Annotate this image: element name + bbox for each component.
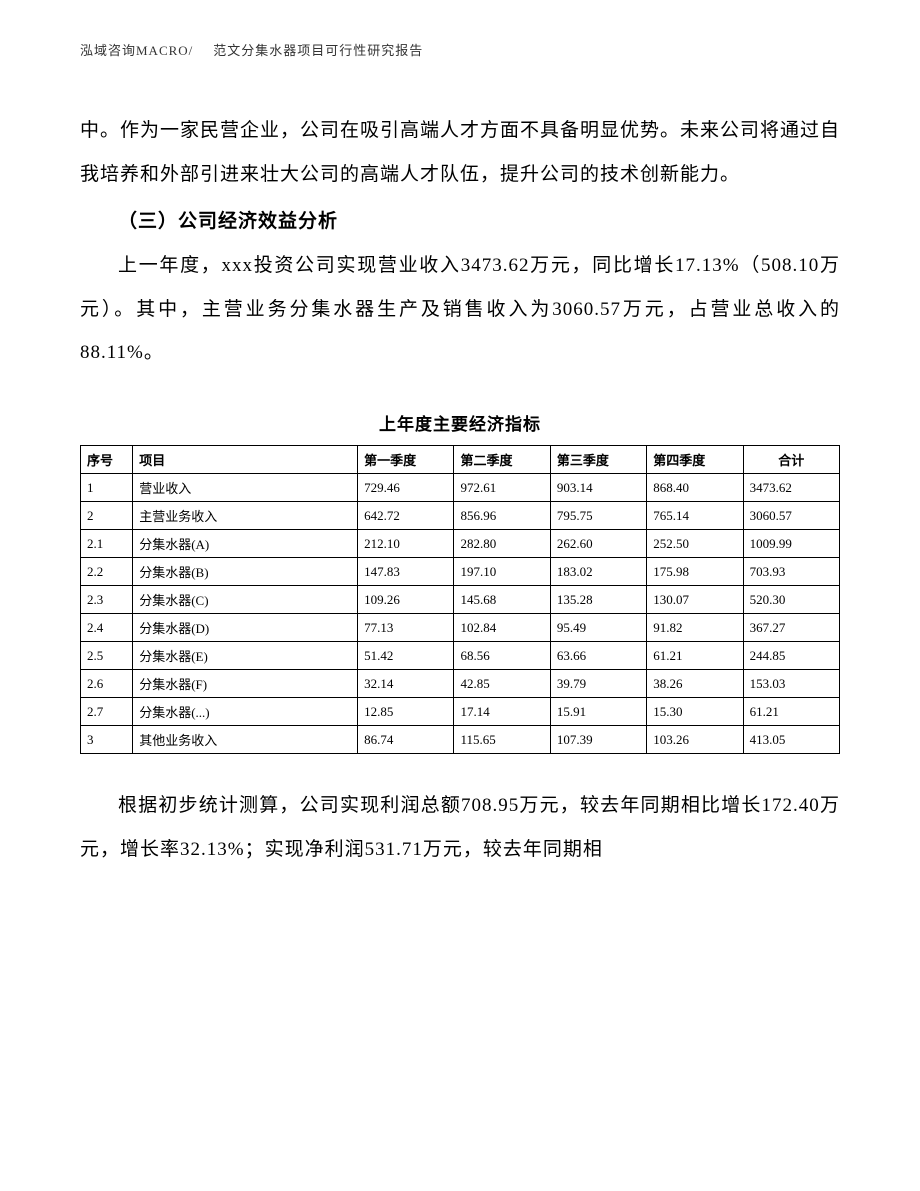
cell-q1: 32.14 <box>358 670 454 698</box>
cell-q3: 135.28 <box>550 586 646 614</box>
table-row: 3 其他业务收入 86.74 115.65 107.39 103.26 413.… <box>81 726 840 754</box>
cell-seq: 2.2 <box>81 558 133 586</box>
cell-q4: 868.40 <box>647 474 743 502</box>
cell-item: 营业收入 <box>133 474 358 502</box>
table-row: 2.2 分集水器(B) 147.83 197.10 183.02 175.98 … <box>81 558 840 586</box>
table-row: 2.3 分集水器(C) 109.26 145.68 135.28 130.07 … <box>81 586 840 614</box>
cell-total: 3060.57 <box>743 502 839 530</box>
th-item: 项目 <box>133 446 358 474</box>
cell-q1: 51.42 <box>358 642 454 670</box>
cell-q1: 642.72 <box>358 502 454 530</box>
cell-q4: 130.07 <box>647 586 743 614</box>
cell-q4: 15.30 <box>647 698 743 726</box>
cell-total: 703.93 <box>743 558 839 586</box>
cell-q4: 103.26 <box>647 726 743 754</box>
cell-q3: 107.39 <box>550 726 646 754</box>
cell-q3: 15.91 <box>550 698 646 726</box>
cell-q2: 42.85 <box>454 670 550 698</box>
paragraph-1: 中。作为一家民营企业，公司在吸引高端人才方面不具备明显优势。未来公司将通过自我培… <box>80 109 840 196</box>
header-title: 范文分集水器项目可行性研究报告 <box>213 43 423 58</box>
cell-q4: 252.50 <box>647 530 743 558</box>
page-container: 泓域咨询MACRO/范文分集水器项目可行性研究报告 中。作为一家民营企业，公司在… <box>0 0 920 912</box>
cell-total: 367.27 <box>743 614 839 642</box>
cell-q3: 63.66 <box>550 642 646 670</box>
cell-q3: 183.02 <box>550 558 646 586</box>
cell-q2: 17.14 <box>454 698 550 726</box>
cell-q2: 68.56 <box>454 642 550 670</box>
cell-seq: 1 <box>81 474 133 502</box>
cell-q2: 102.84 <box>454 614 550 642</box>
cell-q3: 795.75 <box>550 502 646 530</box>
page-header: 泓域咨询MACRO/范文分集水器项目可行性研究报告 <box>80 40 840 59</box>
cell-seq: 2.1 <box>81 530 133 558</box>
cell-q4: 175.98 <box>647 558 743 586</box>
cell-item: 分集水器(D) <box>133 614 358 642</box>
cell-q4: 38.26 <box>647 670 743 698</box>
table-row: 2.1 分集水器(A) 212.10 282.80 262.60 252.50 … <box>81 530 840 558</box>
cell-seq: 2.7 <box>81 698 133 726</box>
cell-seq: 2.5 <box>81 642 133 670</box>
cell-q4: 91.82 <box>647 614 743 642</box>
cell-total: 3473.62 <box>743 474 839 502</box>
cell-q2: 197.10 <box>454 558 550 586</box>
cell-q2: 972.61 <box>454 474 550 502</box>
th-q2: 第二季度 <box>454 446 550 474</box>
table-row: 2 主营业务收入 642.72 856.96 795.75 765.14 306… <box>81 502 840 530</box>
cell-item: 分集水器(C) <box>133 586 358 614</box>
table-row: 1 营业收入 729.46 972.61 903.14 868.40 3473.… <box>81 474 840 502</box>
cell-seq: 3 <box>81 726 133 754</box>
cell-q3: 903.14 <box>550 474 646 502</box>
cell-seq: 2.6 <box>81 670 133 698</box>
cell-seq: 2 <box>81 502 133 530</box>
cell-q2: 856.96 <box>454 502 550 530</box>
cell-q1: 729.46 <box>358 474 454 502</box>
table-title: 上年度主要经济指标 <box>80 410 840 435</box>
th-total: 合计 <box>743 446 839 474</box>
table-body: 1 营业收入 729.46 972.61 903.14 868.40 3473.… <box>81 474 840 754</box>
cell-item: 其他业务收入 <box>133 726 358 754</box>
cell-item: 分集水器(A) <box>133 530 358 558</box>
economic-indicators-table: 序号 项目 第一季度 第二季度 第三季度 第四季度 合计 1 营业收入 729.… <box>80 445 840 754</box>
cell-seq: 2.3 <box>81 586 133 614</box>
cell-q1: 109.26 <box>358 586 454 614</box>
cell-total: 413.05 <box>743 726 839 754</box>
cell-q1: 212.10 <box>358 530 454 558</box>
cell-total: 244.85 <box>743 642 839 670</box>
th-q4: 第四季度 <box>647 446 743 474</box>
cell-q3: 95.49 <box>550 614 646 642</box>
cell-q3: 262.60 <box>550 530 646 558</box>
table-row: 2.5 分集水器(E) 51.42 68.56 63.66 61.21 244.… <box>81 642 840 670</box>
table-header-row: 序号 项目 第一季度 第二季度 第三季度 第四季度 合计 <box>81 446 840 474</box>
table-row: 2.6 分集水器(F) 32.14 42.85 39.79 38.26 153.… <box>81 670 840 698</box>
th-q3: 第三季度 <box>550 446 646 474</box>
table-row: 2.7 分集水器(...) 12.85 17.14 15.91 15.30 61… <box>81 698 840 726</box>
cell-q2: 145.68 <box>454 586 550 614</box>
cell-item: 分集水器(...) <box>133 698 358 726</box>
cell-total: 153.03 <box>743 670 839 698</box>
paragraph-2: 上一年度，xxx投资公司实现营业收入3473.62万元，同比增长17.13%（5… <box>80 244 840 375</box>
cell-q4: 765.14 <box>647 502 743 530</box>
header-company: 泓域咨询MACRO/ <box>80 43 193 58</box>
cell-item: 分集水器(B) <box>133 558 358 586</box>
cell-seq: 2.4 <box>81 614 133 642</box>
cell-q3: 39.79 <box>550 670 646 698</box>
th-seq: 序号 <box>81 446 133 474</box>
table-row: 2.4 分集水器(D) 77.13 102.84 95.49 91.82 367… <box>81 614 840 642</box>
cell-q4: 61.21 <box>647 642 743 670</box>
cell-q1: 86.74 <box>358 726 454 754</box>
cell-total: 1009.99 <box>743 530 839 558</box>
cell-q1: 147.83 <box>358 558 454 586</box>
cell-item: 分集水器(F) <box>133 670 358 698</box>
section-heading: （三）公司经济效益分析 <box>80 200 840 244</box>
cell-item: 分集水器(E) <box>133 642 358 670</box>
paragraph-3: 根据初步统计测算，公司实现利润总额708.95万元，较去年同期相比增长172.4… <box>80 784 840 871</box>
cell-q1: 77.13 <box>358 614 454 642</box>
cell-item: 主营业务收入 <box>133 502 358 530</box>
cell-total: 520.30 <box>743 586 839 614</box>
cell-q2: 282.80 <box>454 530 550 558</box>
cell-total: 61.21 <box>743 698 839 726</box>
cell-q2: 115.65 <box>454 726 550 754</box>
th-q1: 第一季度 <box>358 446 454 474</box>
cell-q1: 12.85 <box>358 698 454 726</box>
